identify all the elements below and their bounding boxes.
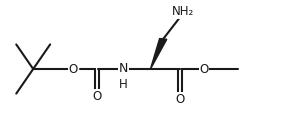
Text: O: O: [92, 90, 101, 103]
Text: NH₂: NH₂: [172, 5, 194, 18]
Text: O: O: [200, 63, 209, 75]
Polygon shape: [151, 39, 167, 69]
Text: H: H: [119, 78, 128, 91]
Text: O: O: [68, 63, 77, 75]
Text: O: O: [176, 93, 185, 106]
Text: N: N: [119, 62, 128, 75]
